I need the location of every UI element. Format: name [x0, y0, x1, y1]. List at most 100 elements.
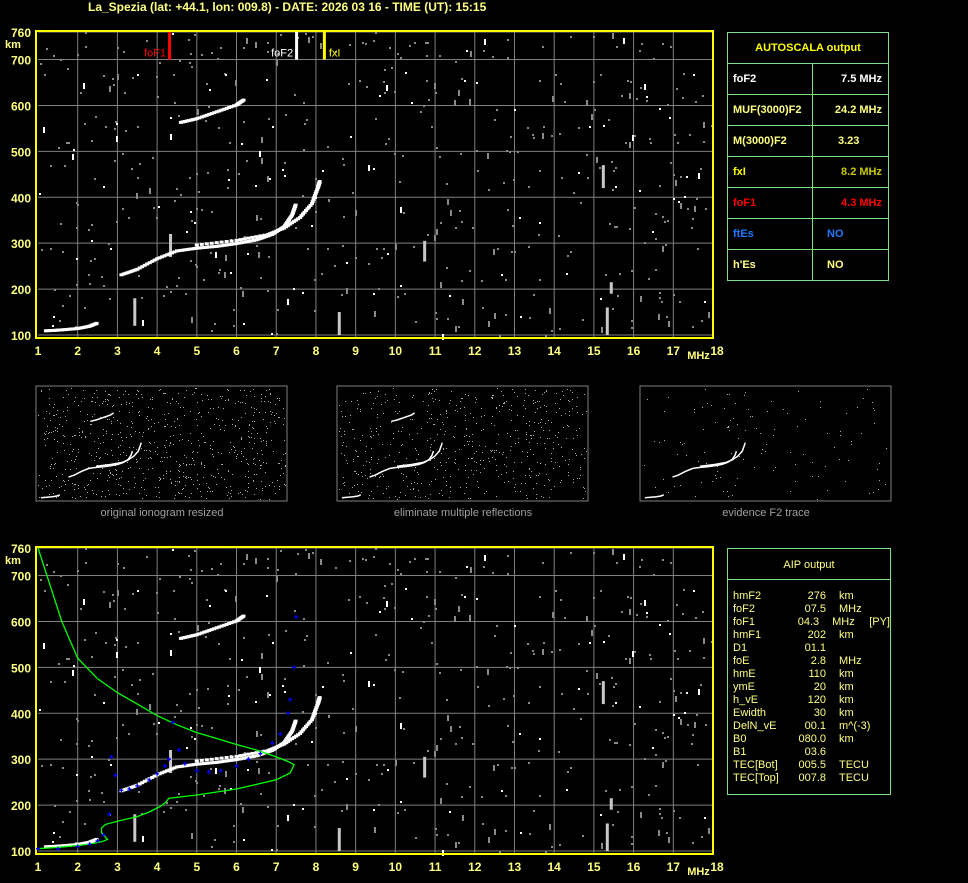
noise-dot: [277, 309, 279, 311]
noise-dot: [240, 492, 241, 493]
noise-dot: [631, 843, 633, 845]
aip-point: [246, 757, 251, 762]
noise-dot: [342, 245, 344, 247]
noise-dot: [445, 431, 446, 432]
noise-dot: [525, 389, 526, 390]
noise-dot: [507, 209, 509, 211]
noise-dot: [586, 616, 588, 622]
noise-dot: [39, 497, 40, 498]
noise-dot: [362, 484, 363, 485]
noise-dot: [373, 40, 375, 42]
noise-dot: [466, 566, 468, 568]
noise-dot: [529, 442, 530, 443]
noise-dot: [52, 841, 54, 843]
noise-dot: [644, 465, 645, 466]
noise-dot: [225, 74, 227, 76]
noise-dot: [267, 176, 269, 182]
noise-dot: [667, 620, 669, 622]
noise-dot: [174, 716, 176, 718]
noise-dot: [594, 625, 596, 627]
noise-dot: [210, 491, 211, 492]
noise-dot: [520, 491, 521, 492]
noise-dot: [197, 109, 199, 115]
noise-dot: [69, 454, 70, 455]
noise-dot: [244, 390, 245, 391]
noise-dot: [599, 683, 601, 685]
echo-trace-F_2hop: [217, 625, 222, 629]
noise-dot: [355, 773, 357, 775]
noise-dot: [249, 424, 250, 425]
noise-dot: [476, 451, 477, 452]
noise-dot: [50, 681, 52, 683]
noise-dot: [113, 417, 114, 418]
noise-dot: [589, 642, 591, 644]
noise-dot: [295, 743, 297, 745]
noise-dot: [787, 413, 788, 414]
noise-dot: [580, 469, 581, 470]
noise-dot: [53, 55, 55, 57]
noise-dot: [766, 444, 767, 445]
noise-dot: [218, 452, 219, 453]
noise-dot: [189, 497, 190, 498]
noise-dot: [533, 435, 534, 436]
noise-dot: [116, 123, 118, 125]
noise-dot: [514, 251, 516, 253]
noise-dot: [491, 397, 492, 398]
noise-dot: [120, 445, 121, 446]
aip-name: B0: [733, 733, 747, 745]
echo-trace-F_o: [244, 240, 249, 244]
noise-dot: [539, 279, 541, 281]
echo-trace-F_x: [307, 721, 311, 725]
noise-dot: [87, 420, 88, 421]
noise-dot: [483, 566, 485, 568]
noise-dot: [335, 51, 337, 53]
noise-dot: [531, 435, 532, 436]
noise-dot: [695, 617, 697, 619]
echo-trace-F_o: [187, 247, 192, 251]
noise-dot: [496, 443, 497, 444]
noise-dot: [271, 440, 272, 441]
noise-dot: [139, 493, 140, 494]
noise-dot: [639, 566, 641, 568]
noise-dot: [268, 772, 270, 774]
noise-dot: [608, 635, 610, 637]
noise-dot: [417, 433, 418, 434]
noise-dot: [387, 400, 388, 401]
noise-dot: [227, 685, 229, 687]
noise-dot: [601, 327, 603, 333]
noise-dot: [845, 481, 846, 482]
noise-dot: [684, 443, 685, 444]
noise-dot: [402, 444, 403, 445]
noise-dot: [103, 591, 105, 593]
autoscala-param: fxI: [728, 157, 813, 187]
autoscala-row-m3000f2: M(3000)F2 3.23: [728, 126, 888, 157]
thumb-trace: [40, 494, 61, 499]
echo-trace-F_o: [177, 249, 182, 253]
noise-dot: [413, 246, 415, 248]
noise-dot: [279, 486, 280, 487]
noise-dot: [429, 484, 430, 485]
noise-dot: [188, 39, 190, 41]
noise-dot: [137, 642, 139, 644]
noise-dot: [470, 51, 472, 57]
thumb-trace: [644, 494, 665, 499]
noise-dot: [702, 407, 703, 408]
noise-dot: [217, 469, 218, 470]
noise-dot: [48, 433, 49, 434]
noise-dot: [154, 431, 155, 432]
noise-dot: [123, 488, 124, 489]
noise-dot: [461, 280, 463, 282]
noise-dot: [235, 426, 236, 427]
noise-dot: [840, 435, 841, 436]
noise-dot: [402, 671, 404, 673]
noise-dot: [255, 558, 257, 564]
noise-dot: [551, 422, 552, 423]
noise-dot: [696, 198, 698, 200]
noise-dot: [256, 761, 258, 763]
noise-dot: [192, 458, 193, 459]
noise-dot: [91, 401, 92, 402]
noise-dot: [247, 463, 248, 464]
noise-dot: [105, 399, 106, 400]
noise-dot: [260, 438, 261, 439]
noise-dot: [373, 684, 375, 686]
